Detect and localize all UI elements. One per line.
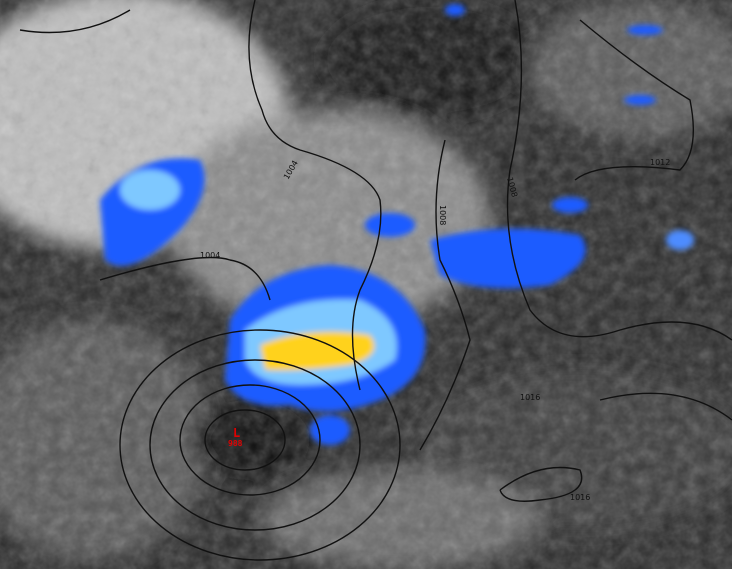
low-pressure-value: 988: [228, 439, 243, 448]
isobar-label: 1008: [438, 205, 447, 225]
isobars: [19, 0, 732, 561]
isobar-label: 1016: [570, 493, 590, 502]
low-symbol: L: [233, 426, 240, 440]
low-pressure-marker: L 988: [228, 426, 243, 448]
isobar-label: 1016: [520, 393, 540, 402]
isobar-label: 1012: [650, 158, 670, 167]
isobar-label: 1004: [200, 251, 220, 260]
